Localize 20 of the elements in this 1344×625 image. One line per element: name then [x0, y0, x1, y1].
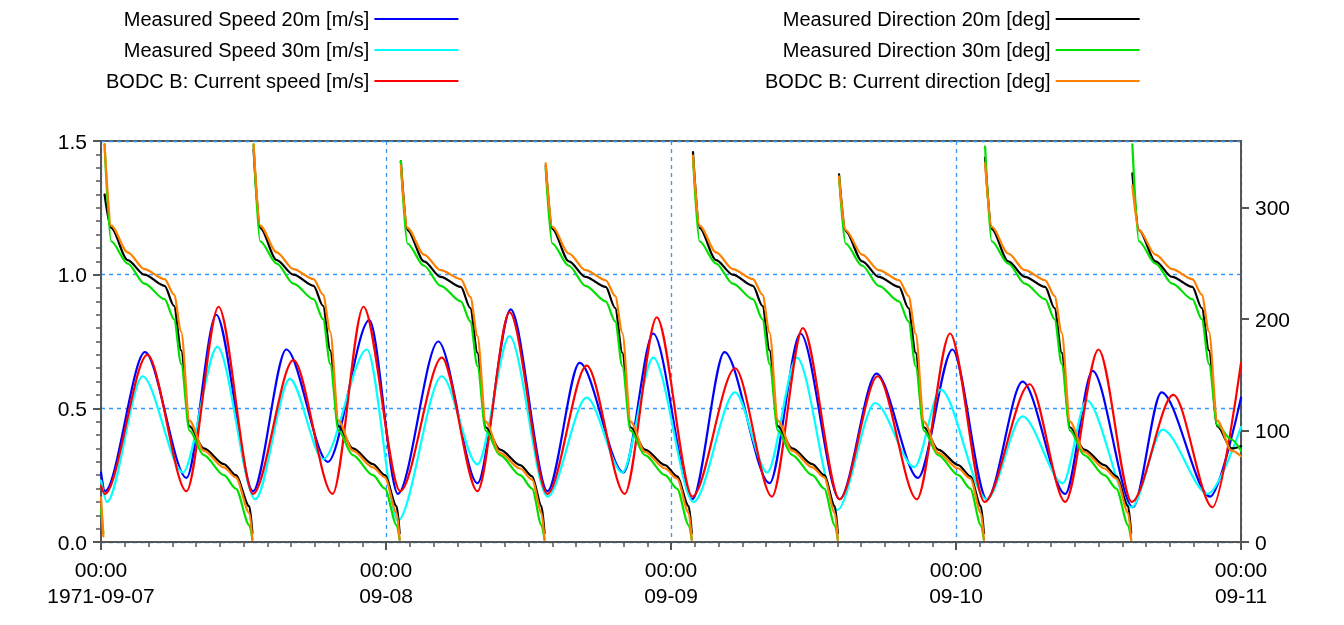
legend-label: BODC B: Current speed [m/s]	[106, 70, 370, 92]
y2-tick-label: 100	[1255, 419, 1291, 443]
y2-tick-label: 200	[1255, 307, 1291, 331]
x-tick-label: 00:00 09-10	[929, 557, 983, 607]
y-tick-label: 1.5	[57, 129, 87, 153]
y-tick-label: 1.0	[57, 263, 87, 287]
legend-label: Measured Speed 30m [m/s]	[123, 39, 370, 61]
y-tick-label: 0.5	[57, 396, 87, 420]
x-tick-label: 00:00 1971-09-07	[47, 557, 155, 607]
legend-label: Measured Direction 30m [deg]	[782, 39, 1051, 61]
y-tick-label: 0.0	[57, 530, 87, 554]
y2-tick-label: 0	[1255, 530, 1267, 554]
y2-tick-label: 300	[1255, 196, 1291, 220]
line-series	[99, 335, 1243, 522]
legend-label: Measured Speed 20m [m/s]	[123, 8, 370, 30]
legend-label: Measured Direction 20m [deg]	[782, 8, 1051, 30]
x-tick-label: 00:00 09-08	[359, 557, 413, 607]
x-tick-label: 00:00 09-11	[1214, 557, 1268, 607]
x-tick-label: 00:00 09-09	[644, 557, 698, 607]
legend-label: BODC B: Current direction [deg]	[764, 70, 1051, 92]
